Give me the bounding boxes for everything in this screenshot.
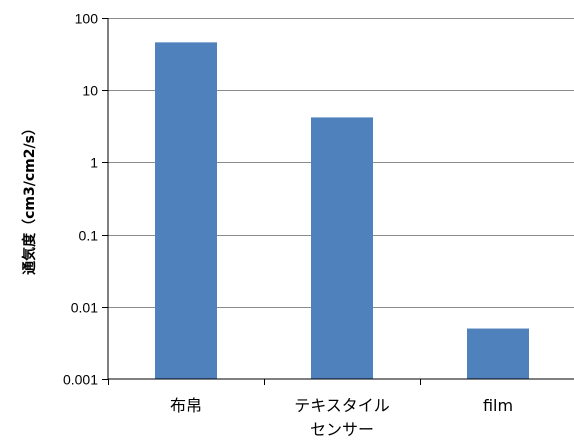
y-tick-labels: 100 10 1 0.1 0.01 0.001: [63, 11, 98, 388]
x-category-label: 布帛: [170, 396, 202, 415]
y-tick-label: 0.1: [79, 228, 99, 244]
x-category-label-line: センサー: [310, 420, 374, 439]
y-tick-label: 1: [90, 155, 98, 171]
x-category-label: film: [483, 396, 513, 415]
bar: [155, 42, 217, 380]
bars: [155, 42, 529, 380]
axes: [102, 18, 574, 385]
x-category-label-line: テキスタイル: [294, 396, 390, 415]
y-tick-label: 10: [82, 83, 98, 99]
y-tick-label: 0.01: [71, 300, 98, 316]
bar: [467, 328, 529, 379]
x-category-label-line: 布帛: [170, 396, 202, 415]
bar: [311, 117, 373, 379]
y-axis-title: 通気度（cm3/cm2/s）: [21, 121, 38, 275]
y-tick-label: 0.001: [63, 372, 98, 388]
x-category-labels: 布帛 テキスタイルセンサー film: [170, 396, 513, 439]
x-category-label-line: film: [483, 396, 513, 415]
y-tick-label: 100: [75, 11, 99, 27]
x-category-label: テキスタイルセンサー: [294, 396, 390, 439]
